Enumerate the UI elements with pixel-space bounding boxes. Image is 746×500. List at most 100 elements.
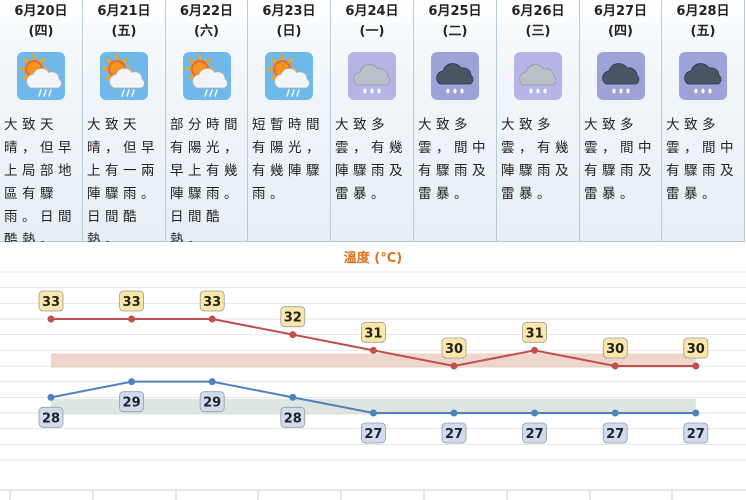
max-temp-label-box (602, 337, 628, 359)
forecast-description: 大致天晴，但早上有一兩陣驟雨。日間酷熱。 (87, 117, 159, 248)
sun-cloud-rain-icon (265, 52, 313, 100)
max-temp-point (369, 346, 377, 354)
min-temp-label: 29 (123, 396, 141, 411)
min-temp-label-box (522, 422, 547, 444)
min-temp-label-box (683, 422, 709, 444)
min-temp-label: 27 (445, 427, 463, 442)
forecast-day: 6月25日 (二) 大致多雲，間中有驟雨及雷暴。 (414, 0, 497, 242)
min-temp-point (692, 409, 700, 417)
sun-cloud-rain-icon (100, 52, 148, 100)
forecast-weekday: (一) (359, 24, 385, 39)
min-temp-point (289, 393, 297, 401)
forecast-day: 6月20日 (四) 大致天晴，但早上局部地區有驟雨。日間酷熱。 (0, 0, 83, 248)
min-temp-label: 27 (606, 427, 624, 442)
max-temp-label: 30 (606, 342, 624, 357)
forecast-description: 短暫時間有陽光，有幾陣驟雨。 (252, 117, 324, 202)
min-temp-point (208, 378, 216, 386)
min-temp-label: 29 (203, 396, 221, 411)
min-temp-point (369, 409, 377, 417)
forecast-strip: 6月20日 (四) 大致天晴，但早上局部地區有驟雨。日間酷熱。 6月21日 (五) (0, 0, 746, 248)
max-temp-label-box (280, 306, 306, 328)
max-temp-point (128, 315, 136, 323)
forecast-description: 大致多雲，有幾陣驟雨及雷暴。 (501, 117, 573, 202)
max-temp-label: 33 (203, 295, 221, 310)
temperature-chart-svg: 溫度 (°C) 33 33 33 32 31 30 31 30 30 28 29 29 28 27 27 27 2… (0, 250, 746, 500)
max-temp-label: 33 (42, 295, 60, 310)
min-temp-label-box (441, 422, 467, 444)
sun-cloud-rain-icon (183, 52, 231, 100)
min-temp-label-box (119, 391, 144, 413)
cloud-rain-icon (348, 52, 396, 100)
forecast-weekday: (四) (28, 24, 54, 39)
max-temp-label-box (38, 290, 64, 312)
max-temp-range-band (51, 353, 696, 368)
forecast-date: 6月28日 (676, 4, 730, 19)
min-temp-label: 27 (526, 427, 544, 442)
forecast-weekday: (三) (525, 24, 551, 39)
min-temp-label-box (602, 422, 628, 444)
min-temp-label-box (38, 406, 64, 428)
forecast-day: 6月22日 (六) 部分時間有陽光，早上有幾陣驟雨。日間酷熱。 (166, 0, 248, 248)
max-temp-label: 30 (445, 342, 463, 357)
forecast-day: 6月23日 (日) 短暫時間有陽光，有幾陣驟雨。 (248, 0, 331, 242)
forecast-date: 6月22日 (179, 4, 234, 19)
dark-cloud-rain-icon (431, 52, 479, 100)
forecast-date: 6月24日 (345, 4, 399, 19)
forecast-description: 大致多雲，間中有驟雨及雷暴。 (418, 117, 490, 202)
temperature-chart: 溫度 (°C) 33 33 33 32 31 30 31 30 30 28 29 29 28 27 27 27 2… (0, 242, 746, 500)
min-temp-label-box (360, 422, 386, 444)
max-temp-point (611, 362, 619, 370)
max-temp-label-box (360, 321, 386, 343)
forecast-description: 大致多雲，間中有驟雨及雷暴。 (666, 117, 738, 202)
forecast-weekday: (六) (194, 24, 219, 39)
forecast-date: 6月26日 (511, 4, 565, 19)
forecast-weekday: (五) (111, 24, 137, 39)
forecast-date: 6月21日 (97, 4, 151, 19)
max-temp-label-box (683, 337, 709, 359)
forecast-description: 大致多雲，間中有驟雨及雷暴。 (584, 117, 656, 202)
forecast-weekday: (日) (276, 24, 302, 39)
max-temp-label-box (522, 321, 547, 343)
forecast-date: 6月23日 (262, 4, 316, 19)
forecast-weekday: (四) (608, 24, 633, 39)
min-temp-point (128, 378, 136, 386)
min-temp-point (611, 409, 619, 417)
chart-title: 溫度 (°C) (344, 250, 402, 266)
max-temp-point (289, 331, 297, 339)
max-temp-label: 32 (284, 311, 302, 326)
min-temp-label: 28 (284, 411, 302, 426)
max-temp-label: 33 (123, 295, 141, 310)
min-temp-point (450, 409, 458, 417)
max-temp-point (450, 362, 458, 370)
min-temp-point (47, 393, 55, 401)
forecast-day: 6月27日 (四) 大致多雲，間中有驟雨及雷暴。 (580, 0, 662, 242)
min-temp-label: 27 (687, 427, 705, 442)
forecast-weekday: (二) (442, 24, 468, 39)
forecast-date: 6月20日 (14, 4, 68, 19)
max-temp-label: 31 (526, 326, 544, 341)
max-temp-point (47, 315, 55, 323)
forecast-day: 6月28日 (五) 大致多雲，間中有驟雨及雷暴。 (662, 0, 745, 242)
forecast-date: 6月27日 (593, 4, 648, 19)
min-temp-label: 28 (42, 411, 60, 426)
max-temp-point (531, 346, 539, 354)
forecast-date: 6月25日 (428, 4, 482, 19)
max-temp-label-box (441, 337, 467, 359)
forecast-description: 大致天晴，但早上局部地區有驟雨。日間酷熱。 (4, 117, 76, 248)
dark-cloud-rain-icon (679, 52, 727, 100)
min-temp-label-box (280, 406, 306, 428)
dark-cloud-rain-icon (597, 52, 645, 100)
sun-cloud-rain-icon (17, 52, 65, 100)
min-temp-label: 27 (364, 427, 382, 442)
forecast-day: 6月21日 (五) 大致天晴，但早上有一兩陣驟雨。日間酷熱。 (83, 0, 166, 248)
forecast-description: 部分時間有陽光，早上有幾陣驟雨。日間酷熱。 (170, 117, 242, 248)
forecast-weekday: (五) (690, 24, 716, 39)
max-temp-label-box (119, 290, 144, 312)
max-temp-point (208, 315, 216, 323)
forecast-day: 6月24日 (一) 大致多雲，有幾陣驟雨及雷暴。 (331, 0, 414, 242)
forecast-description: 大致多雲，有幾陣驟雨及雷暴。 (335, 117, 407, 202)
max-temp-point (692, 362, 700, 370)
max-temp-label: 31 (364, 326, 382, 341)
max-temp-label: 30 (687, 342, 705, 357)
max-temp-label-box (199, 290, 225, 312)
